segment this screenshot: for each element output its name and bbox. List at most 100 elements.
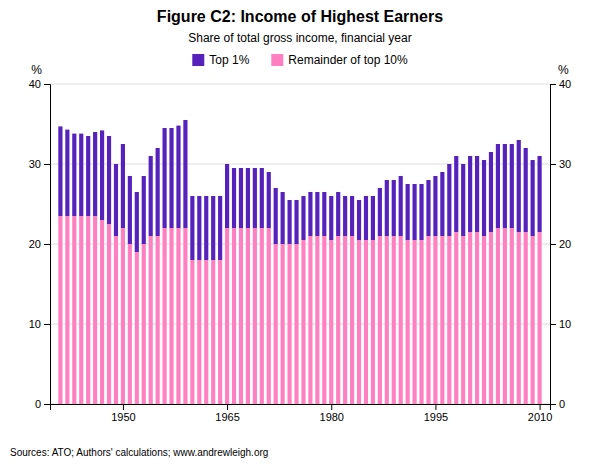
bar (93, 216, 97, 404)
bar (190, 260, 194, 404)
bar (72, 134, 76, 216)
bar (114, 236, 118, 404)
bar (357, 240, 361, 404)
bar (65, 216, 69, 404)
bars (58, 120, 541, 404)
bar (204, 196, 208, 260)
tick: 10 (550, 318, 571, 330)
tick: 20 (29, 238, 50, 250)
bar (454, 232, 458, 404)
bar (461, 164, 465, 236)
tick-mark (550, 84, 556, 85)
bar (322, 192, 326, 236)
bar (329, 196, 333, 240)
bar (378, 236, 382, 404)
tick: 1965 (215, 404, 239, 423)
y-axis-title: % (31, 63, 42, 77)
bar (100, 220, 104, 404)
bar (225, 228, 229, 404)
bar (260, 228, 264, 404)
grid (50, 84, 550, 404)
bar (281, 244, 285, 404)
plot: 19501965198019952010010203040010203040 (29, 78, 572, 423)
bar (461, 236, 465, 404)
bar (392, 180, 396, 236)
bar (475, 232, 479, 404)
bar (176, 228, 180, 404)
bar (322, 236, 326, 404)
bar (413, 240, 417, 404)
bar (267, 172, 271, 228)
bar (58, 216, 62, 404)
legend-swatch (192, 54, 204, 66)
bar (336, 236, 340, 404)
bar (503, 144, 507, 228)
bar (197, 196, 201, 260)
y2-axis-title: % (558, 63, 569, 77)
y-axis: 010203040 (29, 78, 51, 410)
tick-mark (44, 404, 50, 405)
bar (58, 126, 62, 216)
tick-label: 0 (35, 398, 41, 410)
bar (315, 192, 319, 236)
legend-item: Top 1% (192, 53, 249, 67)
bar (468, 232, 472, 404)
tick: 20 (550, 238, 571, 250)
bar (524, 148, 528, 232)
bar (79, 216, 83, 404)
bar (482, 236, 486, 404)
bar (517, 232, 521, 404)
bar (413, 184, 417, 240)
tick-label: 20 (29, 238, 41, 250)
tick: 0 (35, 398, 50, 410)
bar (121, 228, 125, 404)
subtitle: Share of total gross income, financial y… (188, 31, 411, 45)
series (58, 216, 541, 404)
bar (232, 168, 236, 228)
axis-line (551, 85, 557, 405)
tick-mark (550, 164, 556, 165)
bar (531, 236, 535, 404)
bar (496, 228, 500, 404)
bar (169, 128, 173, 228)
tick-label: 30 (29, 158, 41, 170)
bar (86, 216, 90, 404)
bar (114, 164, 118, 236)
bar (107, 136, 111, 224)
bar (315, 236, 319, 404)
bar (267, 228, 271, 404)
tick: 30 (29, 158, 50, 170)
bar (65, 130, 69, 216)
bar (288, 244, 292, 404)
tick-label: 1950 (111, 411, 135, 423)
tick-label: 0 (559, 398, 565, 410)
bar (524, 232, 528, 404)
bar (343, 196, 347, 236)
bar (419, 184, 423, 240)
tick-mark (44, 164, 50, 165)
bar (288, 200, 292, 244)
bar (142, 244, 146, 404)
tick: 1950 (111, 404, 135, 423)
bar (454, 156, 458, 232)
legend-swatch (271, 54, 283, 66)
bar (225, 164, 229, 228)
legend-item: Remainder of top 10% (271, 53, 408, 67)
bar (399, 176, 403, 236)
tick-label: 10 (559, 318, 571, 330)
bar (93, 132, 97, 216)
bar (246, 228, 250, 404)
bar (135, 252, 139, 404)
bar (433, 236, 437, 404)
bar (364, 240, 368, 404)
bar (517, 140, 521, 232)
bar (204, 260, 208, 404)
tick-mark (44, 324, 50, 325)
bar (135, 192, 139, 252)
bar (364, 196, 368, 240)
bar (392, 236, 396, 404)
bar (294, 200, 298, 244)
tick-label: 1995 (424, 411, 448, 423)
tick-label: 1980 (320, 411, 344, 423)
bar (211, 260, 215, 404)
